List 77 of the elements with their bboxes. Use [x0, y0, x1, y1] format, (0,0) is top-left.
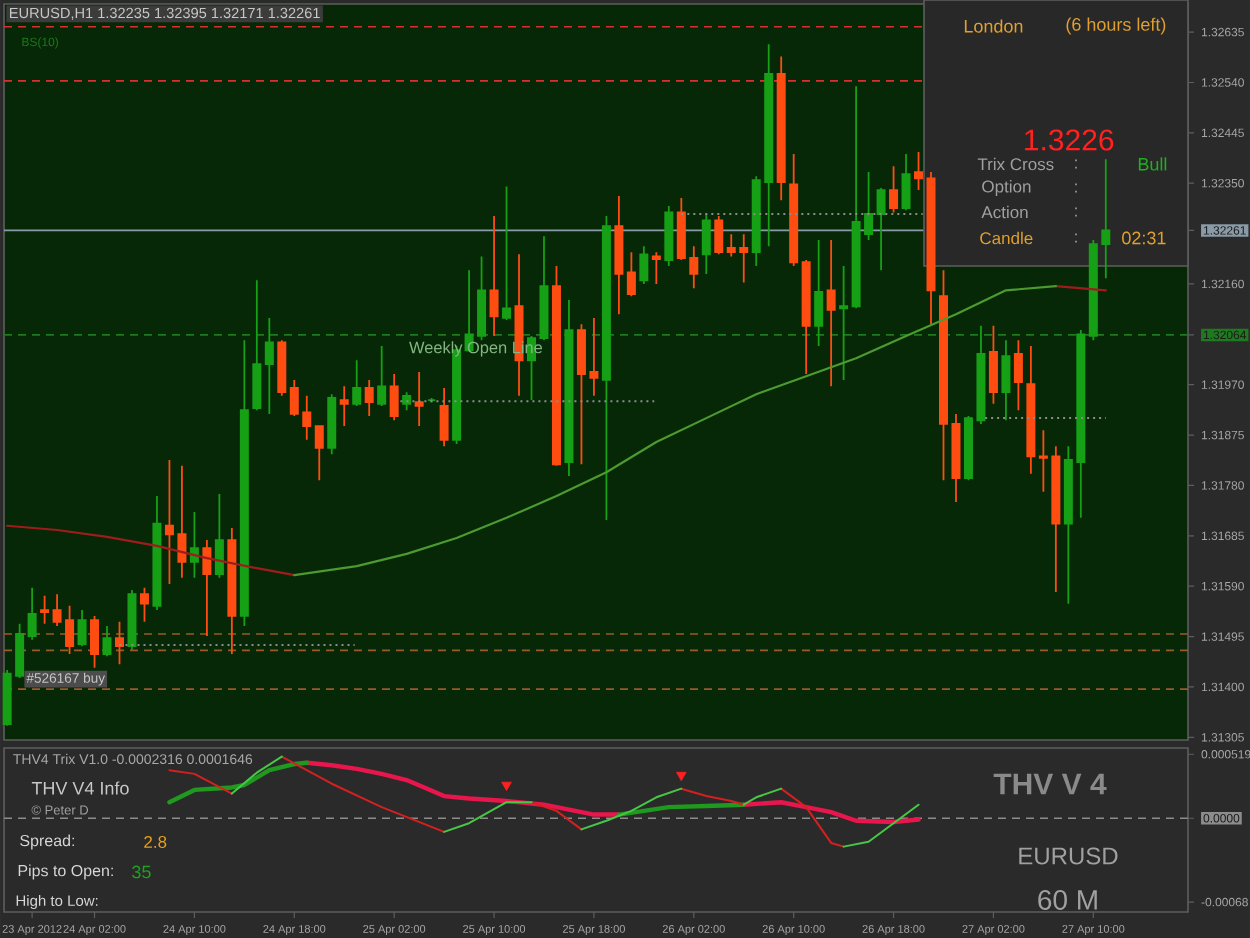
candlestick	[614, 195, 624, 316]
annotation: Option	[982, 180, 1031, 196]
candlestick	[839, 265, 849, 381]
annotation: Trix Cross	[977, 157, 1054, 171]
candlestick	[90, 615, 100, 669]
annotation: :	[1075, 159, 1077, 169]
annotation: 2.8	[144, 835, 167, 848]
candlestick	[27, 586, 37, 641]
candlestick	[551, 265, 561, 467]
candlestick	[139, 586, 149, 623]
annotation: (6 hours left)	[1066, 17, 1166, 35]
candlestick	[239, 339, 249, 627]
annotation: THV V 4	[993, 773, 1107, 795]
candlestick	[1026, 345, 1036, 475]
candlestick	[152, 495, 162, 611]
annotation: :	[1075, 183, 1077, 193]
candlestick	[202, 539, 212, 637]
candlestick	[339, 385, 349, 427]
annotation: EURUSD	[1019, 847, 1118, 865]
candlestick	[601, 215, 611, 521]
candlestick	[264, 317, 274, 415]
candlestick	[77, 609, 87, 648]
candlestick	[901, 153, 911, 212]
candlestick	[214, 493, 224, 579]
candlestick	[277, 339, 287, 397]
candlestick	[926, 171, 936, 326]
candlestick	[1001, 339, 1011, 422]
candlestick	[252, 279, 262, 412]
candlestick	[701, 213, 711, 275]
annotation: London	[964, 19, 1023, 33]
candlestick	[377, 345, 387, 407]
candlestick	[402, 391, 412, 412]
candlestick	[502, 185, 512, 321]
annotation: 02:31	[1122, 231, 1166, 245]
candlestick	[389, 373, 399, 422]
line-series	[293, 285, 1057, 577]
candlestick	[127, 589, 137, 651]
candlestick	[227, 526, 237, 655]
annotation: :	[1075, 233, 1077, 243]
candlestick	[889, 165, 899, 214]
candlestick	[564, 298, 574, 477]
candlestick	[664, 205, 674, 267]
candlestick	[1013, 339, 1023, 412]
candlestick	[914, 151, 924, 192]
candlestick	[801, 259, 811, 376]
candlestick	[102, 625, 112, 658]
annotation: 60 M	[1038, 890, 1097, 910]
candlestick	[314, 425, 324, 482]
candlestick	[414, 371, 424, 427]
candlestick	[626, 251, 636, 298]
candlestick	[439, 387, 449, 448]
annotation: Spread:	[20, 834, 74, 850]
candlestick	[639, 245, 649, 285]
annotation: THV V4 Info	[31, 781, 129, 795]
candlestick	[714, 215, 724, 256]
annotation: 1.3226	[1025, 129, 1114, 151]
candlestick	[789, 153, 799, 267]
annotation: Pips to Open:	[18, 864, 113, 880]
candlestick	[115, 620, 125, 666]
candlestick	[327, 393, 337, 456]
annotation: Candle	[980, 231, 1033, 245]
candlestick	[40, 594, 50, 625]
candlestick	[826, 239, 836, 388]
annotation: :	[1075, 207, 1077, 217]
annotation: Weekly Open Line	[409, 341, 543, 357]
candlestick	[776, 55, 786, 202]
candlestick	[489, 215, 499, 337]
candlestick	[427, 397, 437, 404]
candlestick	[651, 251, 661, 285]
candlestick	[814, 239, 824, 347]
candlestick	[876, 187, 886, 272]
annotation: Action	[981, 205, 1028, 219]
candlestick	[352, 359, 362, 407]
annotation: Bull	[1138, 157, 1167, 171]
candlestick	[988, 324, 998, 405]
annotation: 35	[132, 865, 151, 879]
candlestick	[364, 379, 374, 417]
